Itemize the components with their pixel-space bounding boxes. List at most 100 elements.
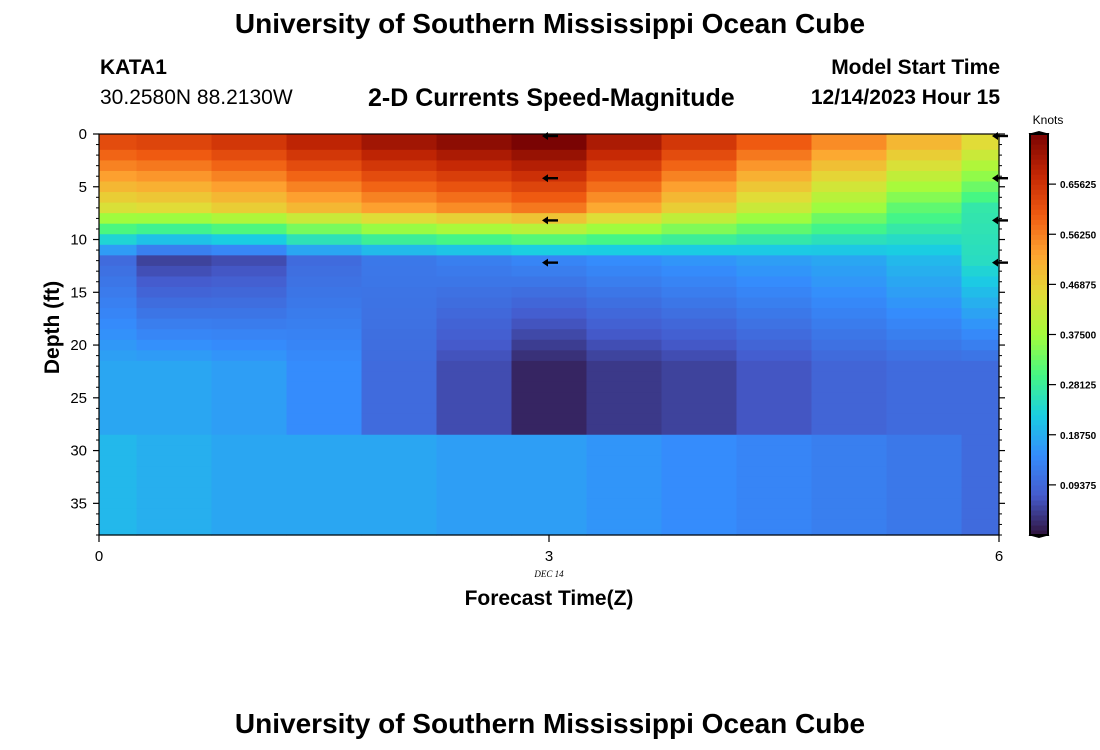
heatmap-cell xyxy=(736,265,813,278)
heatmap-cell xyxy=(886,455,963,468)
colorbar-tick-label: 0.56250 xyxy=(1060,230,1097,241)
heatmap-cell xyxy=(361,466,438,478)
heatmap-cell xyxy=(736,318,813,330)
heatmap-cell xyxy=(436,519,513,531)
heatmap-cell xyxy=(211,476,288,489)
heatmap-cell xyxy=(736,508,813,520)
heatmap-cell xyxy=(211,149,288,161)
heatmap-cell xyxy=(211,466,288,478)
colorbar-swatch xyxy=(1030,249,1048,255)
heatmap-cell xyxy=(136,134,213,140)
heatmap-cell xyxy=(661,371,738,383)
heatmap-cell xyxy=(511,318,588,330)
heatmap-cell xyxy=(961,392,1000,404)
heatmap-cell xyxy=(136,265,213,278)
heatmap-cell xyxy=(961,519,1000,531)
heatmap-cell xyxy=(736,234,813,246)
colorbar-swatch xyxy=(1030,384,1048,391)
heatmap-cell xyxy=(99,134,138,140)
colorbar-swatch xyxy=(1030,389,1048,396)
heatmap-cell xyxy=(661,255,738,267)
heatmap-cell xyxy=(436,508,513,520)
heatmap-cell xyxy=(99,181,138,193)
heatmap-cell xyxy=(286,139,363,151)
heatmap-cell xyxy=(961,403,1000,415)
heatmap-cell xyxy=(436,339,513,351)
heatmap-cell xyxy=(511,392,588,404)
heatmap-cell xyxy=(436,255,513,267)
heatmap-cell xyxy=(436,181,513,193)
heatmap-cell xyxy=(286,276,363,288)
heatmap-cell xyxy=(586,223,663,235)
y-axis-label: Depth (ft) xyxy=(41,281,64,374)
heatmap-cell xyxy=(736,529,813,536)
heatmap-cell xyxy=(136,455,213,468)
heatmap-cell xyxy=(99,371,138,383)
heatmap-cell xyxy=(586,134,663,140)
heatmap-cell xyxy=(886,192,963,204)
heatmap-cell xyxy=(811,297,888,309)
heatmap-cell xyxy=(511,498,588,510)
heatmap-cell xyxy=(961,434,1000,446)
heatmap-cell xyxy=(361,297,438,309)
heatmap-cell xyxy=(361,244,438,256)
heatmap-cell xyxy=(99,149,138,161)
heatmap-cell xyxy=(436,392,513,404)
heatmap-cell xyxy=(811,476,888,489)
heatmap-cell xyxy=(586,181,663,193)
y-tick-label: 15 xyxy=(70,284,87,301)
heatmap-cell xyxy=(511,223,588,235)
heatmap-cell xyxy=(736,371,813,383)
colorbar-swatch xyxy=(1030,274,1048,280)
heatmap-cell xyxy=(511,244,588,256)
heatmap-cell xyxy=(286,371,363,383)
heatmap-cell xyxy=(286,234,363,246)
heatmap-cell xyxy=(136,403,213,415)
heatmap-cell xyxy=(286,519,363,531)
heatmap-cell xyxy=(286,508,363,520)
heatmap-cell xyxy=(886,181,963,193)
heatmap-cell xyxy=(961,244,1000,256)
heatmap-cell xyxy=(886,508,963,520)
heatmap-cells xyxy=(99,134,1000,536)
heatmap-cell xyxy=(136,276,213,288)
heatmap-cell xyxy=(361,519,438,531)
heatmap-cell xyxy=(811,498,888,510)
heatmap-cell xyxy=(436,466,513,478)
current-vector-head xyxy=(542,216,548,225)
heatmap-cell xyxy=(736,392,813,404)
heatmap-cell xyxy=(586,329,663,341)
heatmap-cell xyxy=(436,160,513,172)
heatmap-cell xyxy=(361,134,438,140)
heatmap-cell xyxy=(99,213,138,225)
station-id: KATA1 xyxy=(100,56,167,79)
heatmap-cell xyxy=(961,424,1000,436)
heatmap-cell xyxy=(811,170,888,183)
heatmap-cell xyxy=(586,498,663,510)
heatmap-cell xyxy=(661,265,738,278)
heatmap-cell xyxy=(886,244,963,256)
heatmap-cell xyxy=(136,234,213,246)
colorbar-swatch xyxy=(1030,449,1048,456)
heatmap-cell xyxy=(436,487,513,499)
heatmap-cell xyxy=(961,487,1000,499)
heatmap-cell xyxy=(586,244,663,256)
colorbar-swatch xyxy=(1030,289,1048,295)
colorbar-swatch xyxy=(1030,374,1048,381)
heatmap-cell xyxy=(361,455,438,468)
heatmap-cell xyxy=(736,192,813,204)
heatmap-cell xyxy=(811,234,888,246)
colorbar-swatch xyxy=(1030,454,1048,461)
colorbar-swatch xyxy=(1030,469,1048,476)
heatmap-cell xyxy=(886,134,963,140)
heatmap-cell xyxy=(361,318,438,330)
heatmap-cell xyxy=(211,487,288,499)
heatmap-cell xyxy=(961,192,1000,204)
heatmap-cell xyxy=(586,350,663,362)
heatmap-cell xyxy=(211,223,288,235)
heatmap-cell xyxy=(961,445,1000,457)
colorbar-swatch xyxy=(1030,209,1048,215)
heatmap-cell xyxy=(586,213,663,225)
heatmap-cell xyxy=(436,403,513,415)
heatmap-cell xyxy=(586,455,663,468)
